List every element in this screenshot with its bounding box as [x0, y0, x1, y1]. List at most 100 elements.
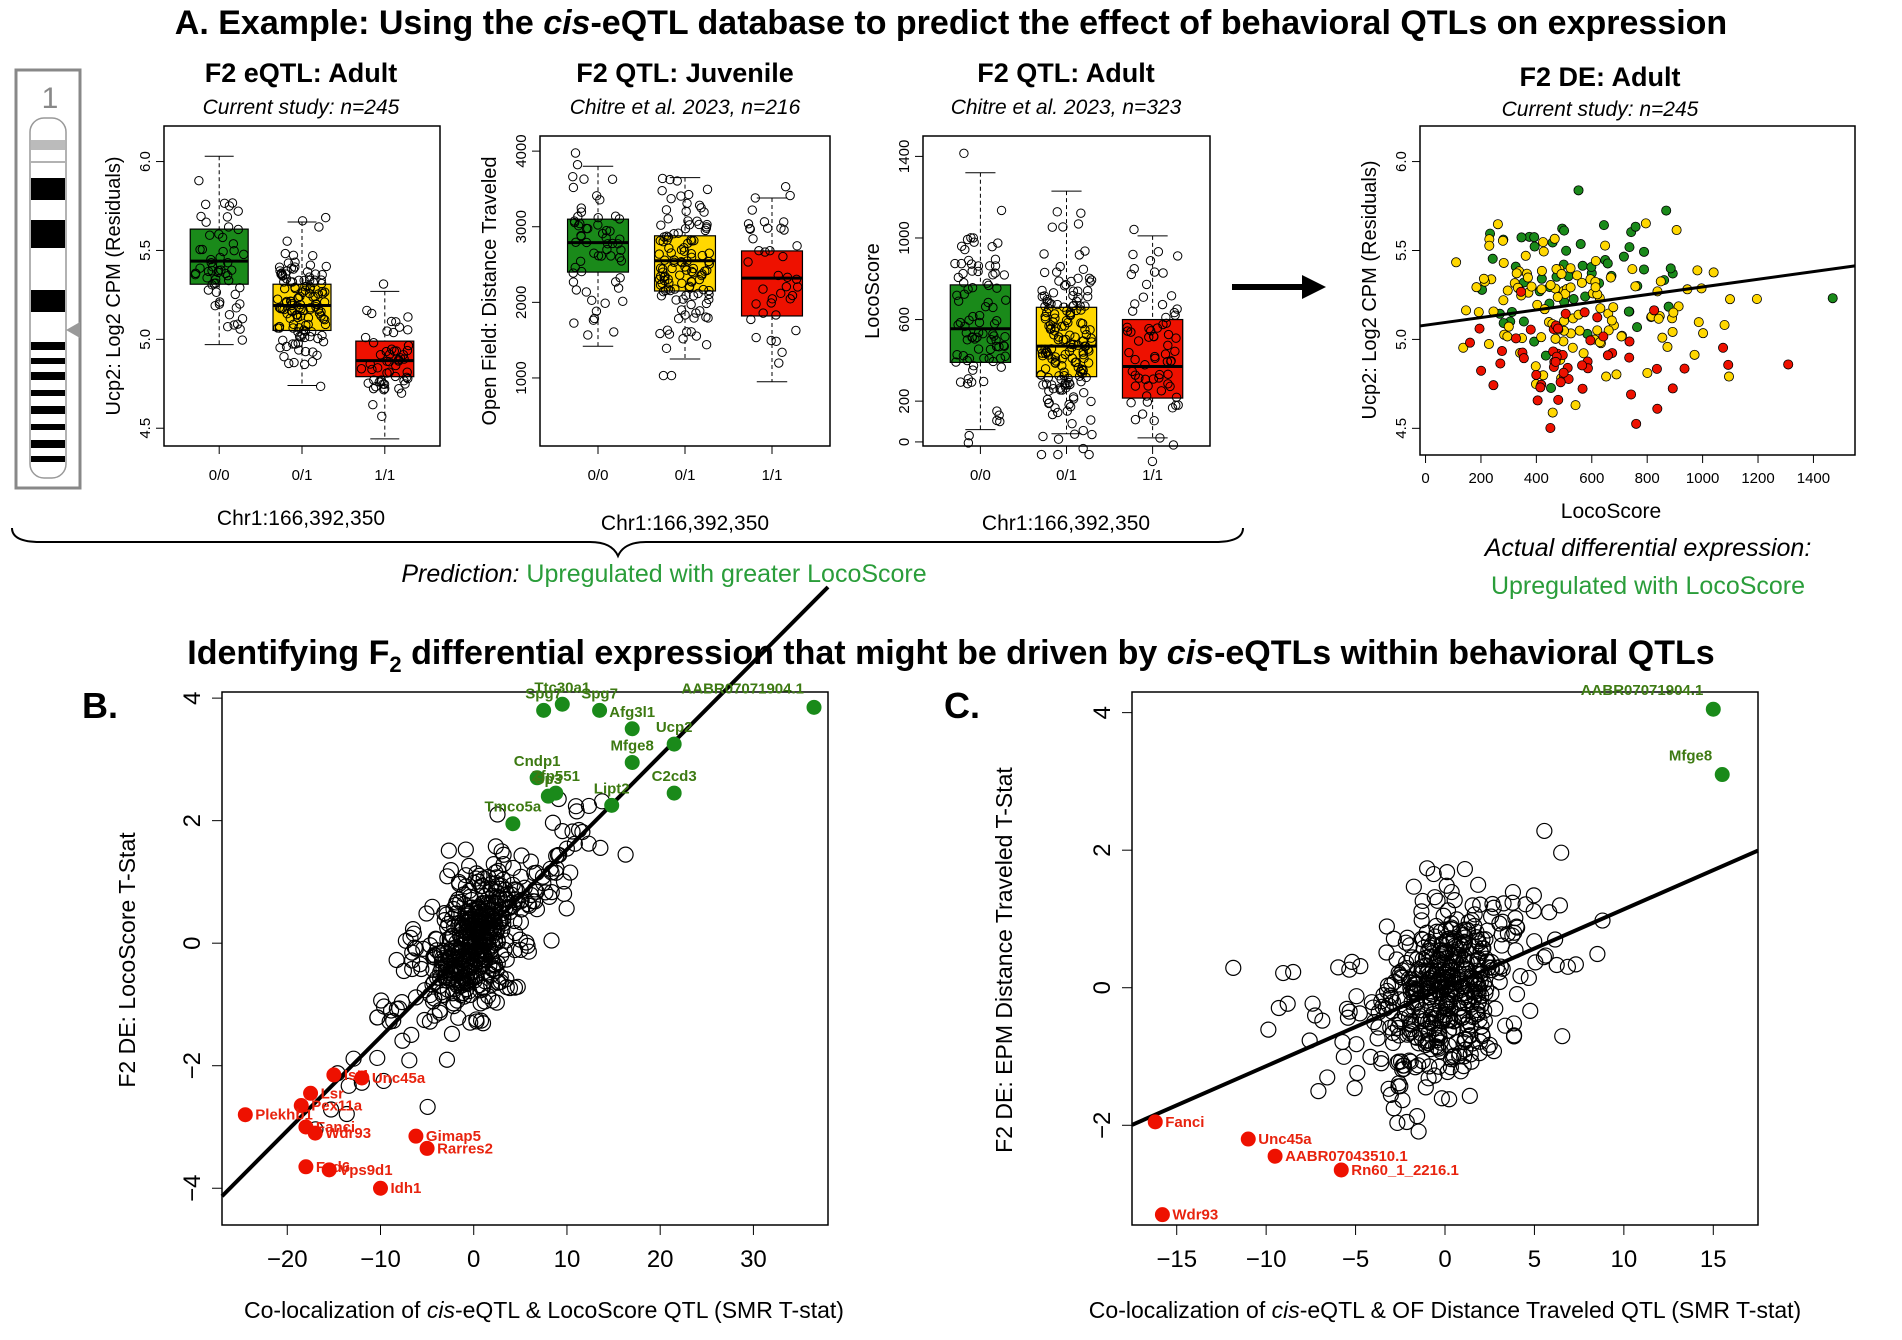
highlighted-point — [307, 1125, 323, 1141]
data-point-1/1 — [1525, 324, 1536, 335]
background-point — [438, 1051, 456, 1068]
background-point — [1426, 889, 1443, 906]
data-point — [1122, 326, 1133, 336]
data-point — [661, 205, 672, 215]
data-point — [367, 364, 377, 375]
data-point — [570, 148, 581, 158]
x-tick-label: 1200 — [1741, 470, 1774, 487]
data-point-1/1 — [1552, 323, 1563, 334]
background-point — [1314, 1012, 1331, 1029]
data-point-1/1 — [1535, 382, 1546, 393]
background-point — [468, 870, 485, 887]
data-point — [682, 256, 692, 266]
background-point — [1393, 1010, 1410, 1028]
data-point — [362, 305, 372, 316]
data-point-0/1 — [1538, 246, 1549, 257]
data-point — [360, 332, 371, 343]
data-point-0/0 — [1661, 205, 1672, 216]
background-point — [1505, 1028, 1523, 1045]
data-point — [579, 174, 589, 184]
data-point — [771, 336, 781, 347]
data-point-0/0 — [1602, 258, 1613, 269]
data-point — [613, 283, 624, 293]
background-point — [401, 1052, 418, 1069]
y-tick-label: −2 — [1089, 1112, 1116, 1139]
y-tick-label: 4 — [1089, 706, 1116, 719]
data-point — [979, 353, 989, 364]
data-point — [950, 258, 960, 269]
data-point-1/1 — [1631, 418, 1642, 429]
background-point — [1433, 1090, 1450, 1107]
data-point — [962, 234, 973, 245]
highlighted-point — [806, 699, 822, 715]
data-point — [278, 335, 288, 346]
data-point — [658, 370, 669, 381]
background-point — [1559, 958, 1577, 975]
data-point — [1047, 409, 1058, 420]
background-point — [1508, 918, 1525, 935]
background-point — [543, 932, 560, 949]
data-point — [655, 235, 666, 246]
data-point — [745, 223, 755, 234]
data-point — [211, 287, 222, 297]
data-point-0/1 — [1578, 348, 1589, 359]
data-point — [593, 251, 604, 261]
data-point — [290, 262, 300, 272]
background-point — [419, 1098, 436, 1116]
chromosome-number: 1 — [42, 82, 59, 115]
data-point — [223, 222, 234, 232]
data-point — [791, 274, 802, 284]
data-point — [368, 383, 379, 394]
data-point-1/1 — [1510, 333, 1521, 344]
background-point — [1497, 1017, 1514, 1034]
data-point-0/0 — [1518, 316, 1529, 327]
data-point-0/1 — [1536, 332, 1547, 343]
x-tick-label: 0/0 — [209, 467, 230, 484]
data-point — [1084, 449, 1094, 460]
data-point — [1078, 347, 1088, 357]
data-point — [996, 205, 1007, 216]
data-point — [1170, 310, 1180, 320]
data-point — [403, 325, 413, 335]
background-point — [407, 940, 424, 957]
data-point-0/1 — [1574, 325, 1585, 336]
data-point-1/1 — [1560, 308, 1571, 319]
data-point — [1057, 361, 1067, 371]
background-point — [1409, 1107, 1426, 1125]
data-point — [1130, 381, 1141, 391]
highlighted-point — [293, 1098, 309, 1114]
data-point — [1153, 247, 1164, 257]
data-point — [694, 274, 705, 285]
data-point — [1041, 346, 1052, 357]
data-point — [593, 220, 603, 230]
gene-label: Mfge8 — [611, 737, 654, 754]
data-point — [237, 313, 248, 324]
data-point — [1067, 342, 1077, 353]
data-point — [279, 283, 290, 294]
x-tick-label: 20 — [647, 1246, 674, 1273]
gene-label: Lsr — [321, 1085, 345, 1102]
data-point-1/1 — [1598, 331, 1609, 342]
data-point-1/1 — [1679, 363, 1690, 374]
prediction-line: Prediction: Upregulated with greater Loc… — [401, 560, 926, 588]
background-point — [549, 846, 567, 864]
x-tick-label: −10 — [1246, 1246, 1287, 1273]
background-point — [1508, 986, 1526, 1003]
data-point — [1000, 351, 1010, 361]
background-point — [493, 905, 510, 922]
background-point — [1446, 892, 1463, 909]
x-tick-label: 400 — [1524, 470, 1549, 487]
data-point — [1079, 387, 1089, 398]
data-point — [315, 381, 326, 392]
data-point — [374, 377, 384, 387]
data-point — [953, 320, 963, 330]
data-point — [369, 375, 379, 385]
data-point — [667, 263, 677, 274]
data-point — [1147, 456, 1158, 467]
highlighted-point — [1333, 1162, 1349, 1178]
background-point — [528, 883, 545, 900]
highlighted-point — [419, 1140, 435, 1156]
y-tick-label: 5.0 — [1393, 329, 1410, 350]
data-point — [602, 239, 613, 249]
data-point — [1040, 301, 1050, 312]
